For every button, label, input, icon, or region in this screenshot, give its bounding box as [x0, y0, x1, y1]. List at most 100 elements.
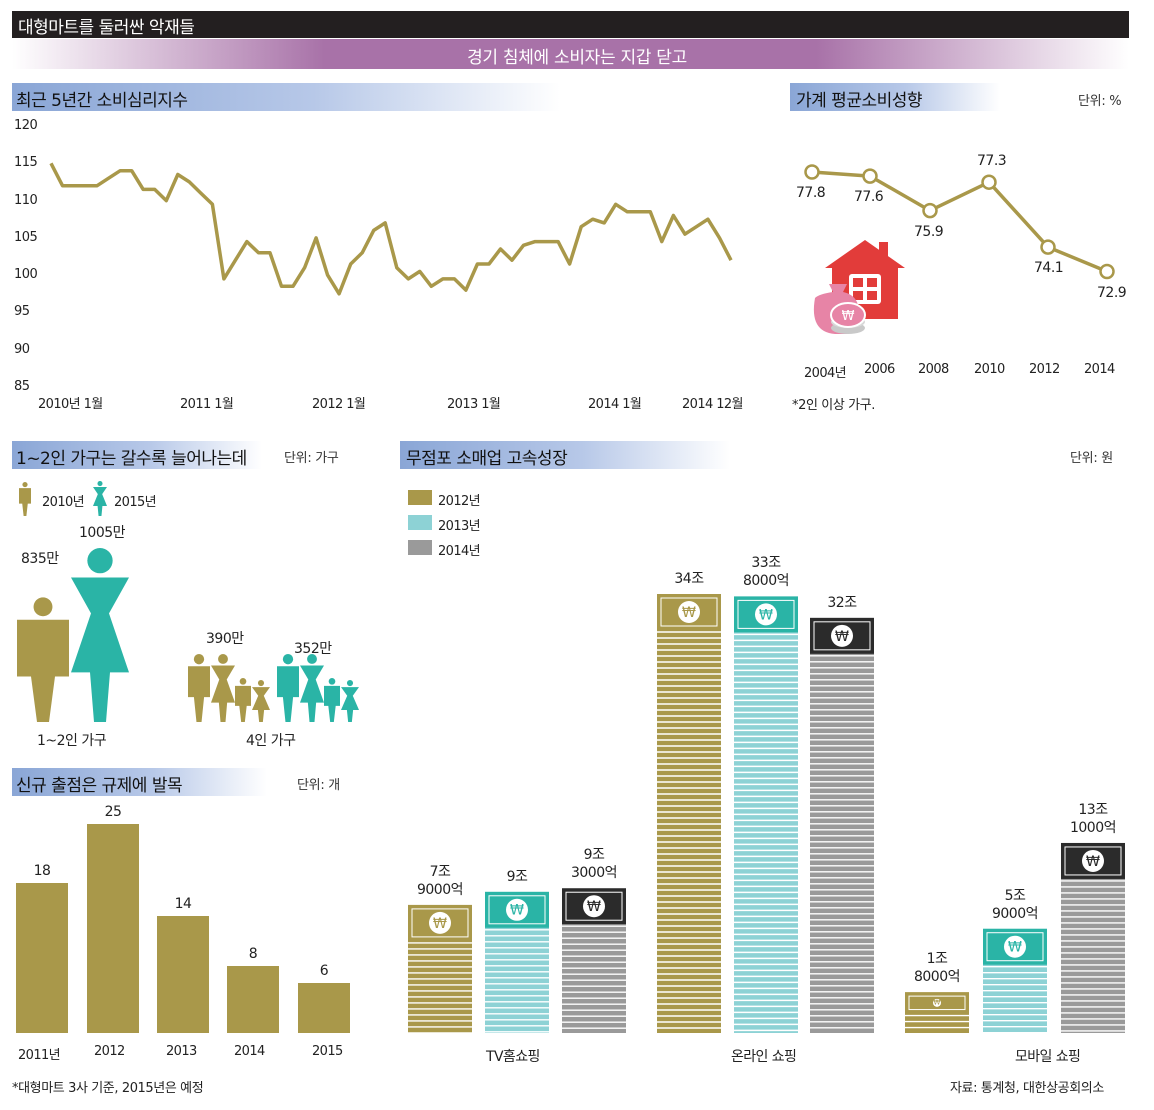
newstores-x-tick: 2012 [94, 1044, 125, 1059]
nonstore-bill-coin [678, 601, 700, 623]
sentiment-x-tick: 2010년 1월 [38, 397, 103, 412]
legend-woman-icon [93, 486, 107, 516]
sentiment-x-tick: 2012 1월 [312, 397, 366, 412]
nonstore-bill-coin [755, 603, 777, 626]
propensity-series-line [811, 170, 1108, 274]
page-title: 대형마트를 둘러싼 악재들 [18, 18, 195, 38]
family-2015-child-2-head [346, 680, 354, 687]
nonstore-value-label: 7조 9000억 [416, 863, 464, 898]
sentiment-series-line [49, 162, 733, 296]
nonstore-bill-border [813, 621, 871, 651]
won-icon: ₩ [759, 607, 773, 623]
won-icon: ₩ [682, 605, 696, 621]
propensity-x-tick: 2012 [1029, 362, 1060, 377]
sentiment-y-tick: 105 [14, 229, 38, 245]
propensity-header-bar [790, 83, 1000, 111]
household-2015-1-2person-head [87, 548, 113, 574]
propensity-note: *2인 이상 가구. [792, 398, 875, 413]
nonstore-legend-label: 2014년 [438, 544, 481, 559]
household-2010-4person-value: 390만 [206, 631, 244, 647]
newstores-unit: 단위: 개 [297, 778, 340, 793]
sentiment-y-tick: 110 [14, 192, 38, 208]
propensity-value-label: 75.9 [914, 223, 944, 240]
nonstore-bill-coin [831, 624, 853, 647]
footer-note: *대형마트 3사 기준, 2015년은 예정 [12, 1081, 204, 1096]
sentiment-y-tick: 100 [14, 267, 38, 283]
households-unit: 단위: 가구 [284, 451, 339, 466]
nonstore-bill-border [660, 597, 718, 627]
nonstore-x-tick: 모바일 쇼핑 [1015, 1049, 1081, 1065]
propensity-value-label: 72.9 [1097, 284, 1127, 301]
house-money-icon: ₩ [813, 240, 905, 334]
household-2010-1-2person-head [33, 597, 53, 617]
won-icon: ₩ [510, 903, 524, 919]
household-2010-1-2person-value: 835만 [21, 551, 59, 567]
propensity-x-tick: 2014 [1084, 362, 1115, 377]
nonstore-value-label: 5조 9000억 [991, 887, 1039, 922]
nonstore-bill-border [908, 995, 966, 1011]
propensity-value-label: 77.6 [854, 189, 884, 206]
subtitle-bar [12, 39, 1129, 69]
nonstore-x-tick: TV홈쇼핑 [486, 1049, 540, 1065]
legend-man-icon [19, 488, 31, 516]
nonstore-bar [1061, 876, 1125, 1033]
nonstore-title: 무점포 소매업 고속성장 [406, 449, 568, 469]
propensity-point [1040, 239, 1056, 255]
newstores-header-bar [12, 768, 267, 796]
nonstore-bar [485, 925, 549, 1033]
nonstore-value-label: 9조 [506, 868, 528, 885]
propensity-value-label: 77.3 [977, 153, 1007, 170]
newstores-bar [87, 824, 139, 1033]
nonstore-bar [562, 922, 626, 1033]
legend-woman-icon-head [97, 481, 103, 487]
nonstore-value-label: 1조 8000억 [913, 951, 961, 986]
household-2015-1-2person-value: 1005만 [79, 525, 126, 541]
household-2010-1-2person-figure [17, 619, 69, 722]
nonstore-bill-coin [1082, 849, 1104, 872]
sentiment-header-bar [12, 83, 560, 111]
nonstore-bar [408, 938, 472, 1033]
family-2010-child-2 [252, 687, 270, 722]
propensity-point [804, 164, 820, 180]
sentiment-y-tick: 85 [14, 379, 30, 394]
propensity-point [922, 202, 938, 219]
nonstore-legend-swatch [408, 515, 432, 530]
nonstore-bill-coin [429, 911, 451, 934]
nonstore-legend-swatch [408, 490, 432, 505]
sentiment-x-tick: 2011 1월 [180, 397, 234, 412]
sentiment-x-tick: 2014 12월 [682, 397, 744, 412]
nonstore-header-bar [400, 441, 730, 469]
family-2010-child-1 [235, 685, 251, 722]
propensity-x-tick: 2004년 [804, 366, 847, 381]
family-2015-child-2 [341, 687, 359, 722]
propensity-title: 가계 평균소비성향 [796, 91, 923, 111]
newstores-value-label: 18 [33, 862, 51, 879]
propensity-point [981, 174, 997, 190]
nonstore-value-label: 9조 3000억 [570, 847, 618, 882]
propensity-value-label: 77.8 [796, 185, 826, 201]
propensity-x-tick: 2010 [974, 362, 1005, 377]
newstores-title: 신규 출점은 규제에 발목 [16, 776, 183, 796]
nonstore-value-label: 32조 [827, 594, 857, 611]
nonstore-bill-coin [506, 898, 528, 921]
family-2015-adult-2-head [307, 654, 317, 664]
won-icon: ₩ [835, 629, 849, 645]
nonstore-bill-coin [933, 998, 941, 1007]
nonstore-legend-label: 2012년 [438, 494, 481, 509]
family-2015-adult-1 [277, 666, 299, 722]
newstores-x-tick: 2011년 [18, 1048, 61, 1063]
won-icon: ₩ [1008, 940, 1022, 956]
propensity-point [1099, 263, 1115, 280]
newstores-value-label: 6 [319, 962, 329, 979]
family-2015-child-1 [324, 685, 340, 722]
propensity-value-label: 74.1 [1034, 260, 1064, 277]
household-category-4: 4인 가구 [246, 733, 296, 749]
family-2010-adult-2 [211, 665, 235, 722]
household-category-1-2: 1~2인 가구 [37, 733, 107, 749]
newstores-bar [298, 982, 350, 1033]
nonstore-legend-swatch [408, 540, 432, 555]
legend-2015-label: 2015년 [114, 495, 157, 510]
propensity-x-tick: 2006 [864, 362, 895, 377]
family-2010-child-1-head [239, 678, 247, 685]
